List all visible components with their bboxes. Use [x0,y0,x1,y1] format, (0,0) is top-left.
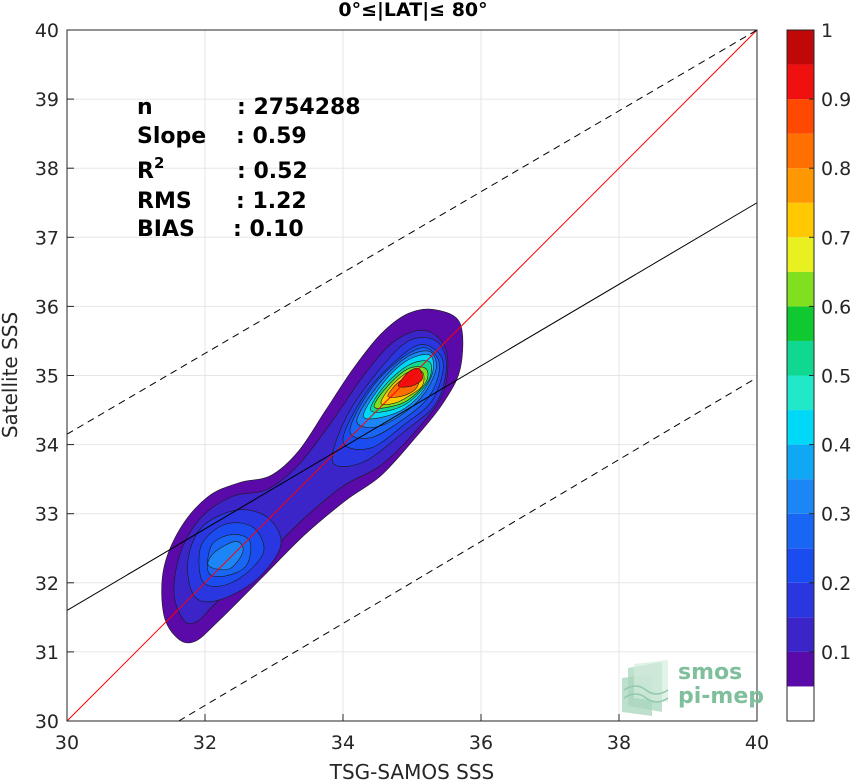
logo-waves-icon [622,660,669,716]
lower-line [178,377,758,722]
y-tick-label: 34 [35,435,59,457]
y-tick-label: 31 [35,642,59,664]
colorbar-swatch [787,30,814,65]
upper-line [66,29,758,435]
stat-label: n [137,95,153,120]
colorbar-swatch [787,479,814,514]
stat-label: BIAS [137,217,195,242]
y-tick-label: 30 [35,711,59,733]
stat-value: : 0.59 [236,124,307,149]
1:1-line [66,29,758,722]
reference-lines [66,29,758,722]
stat-label: Slope [137,124,206,149]
colorbar-swatch [787,686,814,721]
colorbar-swatch [787,410,814,445]
stat-value: : 2754288 [237,95,361,120]
y-tick-label: 38 [35,158,59,180]
colorbar-swatch [787,99,814,134]
colorbar-tick-label: 0.3 [821,504,851,526]
stat-value: : 0.10 [233,217,304,242]
colorbar-tick-label: 0.6 [821,296,851,318]
colorbar-swatch [787,237,814,272]
x-tick-label: 30 [55,732,79,754]
colorbar-swatch [787,617,814,652]
colorbar-tick-label: 0.9 [821,89,851,111]
y-tick-label: 37 [35,227,59,249]
colorbar-tick-label: 0.7 [821,227,851,249]
colorbar-swatch [787,375,814,411]
y-tick-label: 39 [35,89,59,111]
regression-line [66,202,758,611]
x-tick-label: 34 [331,732,355,754]
x-axis-ticks: 30 32 34 36 38 40 [55,714,769,754]
colorbar-swatch [787,340,814,376]
plot-area [66,29,758,722]
colorbar-swatch [787,271,814,307]
y-tick-label: 35 [35,366,59,388]
colorbar-swatch [787,582,814,618]
colorbar-swatch [787,64,814,100]
colorbar-swatch [787,651,814,687]
stat-superscript: 2 [154,154,164,172]
y-tick-label: 36 [35,296,59,318]
colorbar-swatch [787,133,814,169]
stat-value: : 0.52 [237,159,308,184]
colorbar-tick-label: 0.1 [821,642,851,664]
smos-pi-mep-logo: smos pi-mep [622,660,764,716]
colorbar-tick-label: 1 [821,20,833,42]
colorbar-swatch [787,168,814,203]
colorbar-swatch [787,444,814,480]
x-axis-label: TSG-SAMOS SSS [329,760,495,784]
colorbar-swatch [787,513,814,549]
x-tick-label: 32 [193,732,217,754]
colorbar-tick-label: 0.5 [821,366,851,388]
chart-title: 0°≤|LAT|≤ 80° [338,0,487,21]
y-axis-ticks: 30 31 32 33 34 35 36 37 38 39 40 [35,20,74,733]
density-contour [207,540,244,571]
colorbar-swatch [787,548,814,583]
colorbar-tick-label: 0.4 [821,435,851,457]
x-tick-label: 36 [469,732,493,754]
colorbar-swatch [787,202,814,238]
logo-text-pimep: pi-mep [678,684,764,709]
y-tick-label: 33 [35,504,59,526]
colorbar-tick-label: 0.8 [821,158,851,180]
stat-label: RMS [137,189,192,214]
y-tick-label: 32 [35,573,59,595]
x-tick-label: 40 [745,732,769,754]
colorbar: 0.1 0.2 0.3 0.4 0.5 0.6 0.7 0.8 0.9 1 [786,20,851,722]
stat-value: : 1.22 [236,189,307,214]
y-axis-label: Satellite SSS [0,312,22,438]
logo-text-smos: smos [678,660,742,685]
y-tick-label: 40 [35,20,59,42]
colorbar-tick-label: 0.2 [821,573,851,595]
x-tick-label: 38 [607,732,631,754]
colorbar-swatch [787,306,814,341]
